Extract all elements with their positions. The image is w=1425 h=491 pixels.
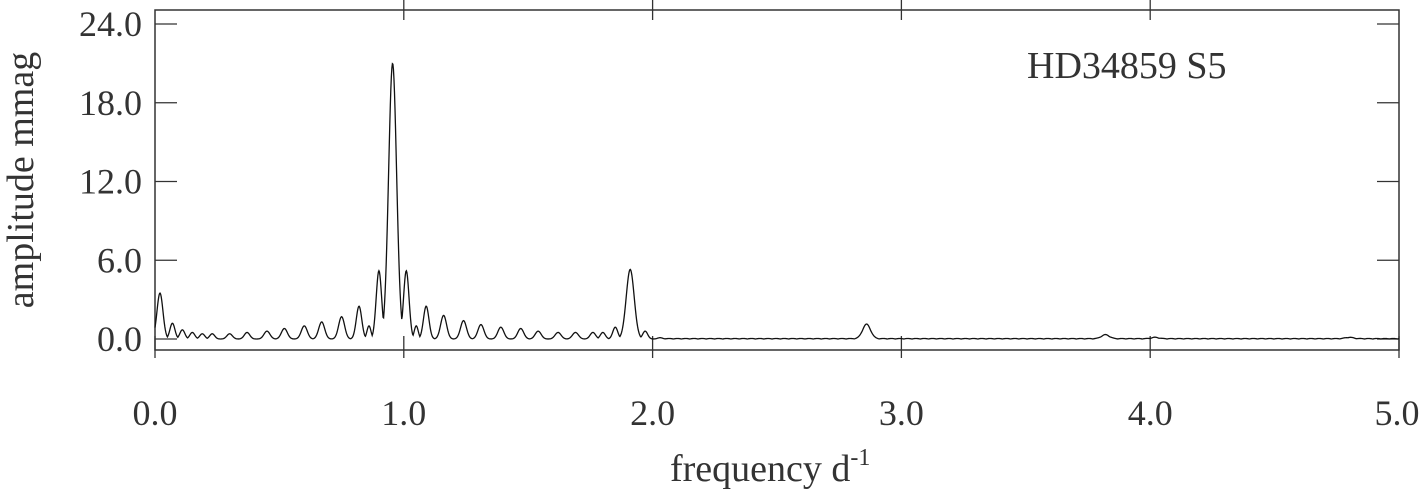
- y-tick-label: 12.0: [79, 162, 142, 202]
- y-tick-label: 6.0: [97, 240, 142, 280]
- x-axis-ticks: 0.0 1.0 2.0 3.0 4.0 5.0: [133, 0, 1420, 433]
- x-axis-title: frequency d-1: [670, 445, 870, 490]
- y-tick-label: 24.0: [79, 4, 142, 44]
- plot-frame: [154, 9, 1400, 351]
- annotation-label: HD34859 S5: [1027, 45, 1227, 87]
- x-tick-label: 5.0: [1375, 393, 1420, 433]
- x-tick-label: 1.0: [381, 393, 426, 433]
- amplitude-spectrum-line: [154, 62, 1400, 340]
- x-tick-label: 0.0: [133, 393, 178, 433]
- x-tick-label: 3.0: [879, 393, 924, 433]
- y-tick-label: 18.0: [79, 83, 142, 123]
- y-tick-label: 0.0: [97, 319, 142, 359]
- x-tick-label: 2.0: [630, 393, 675, 433]
- x-tick-label: 4.0: [1128, 393, 1173, 433]
- y-axis-title: amplitude mmag: [0, 52, 42, 308]
- y-axis-ticks: 0.0 6.0 12.0 18.0 24.0: [79, 4, 1399, 359]
